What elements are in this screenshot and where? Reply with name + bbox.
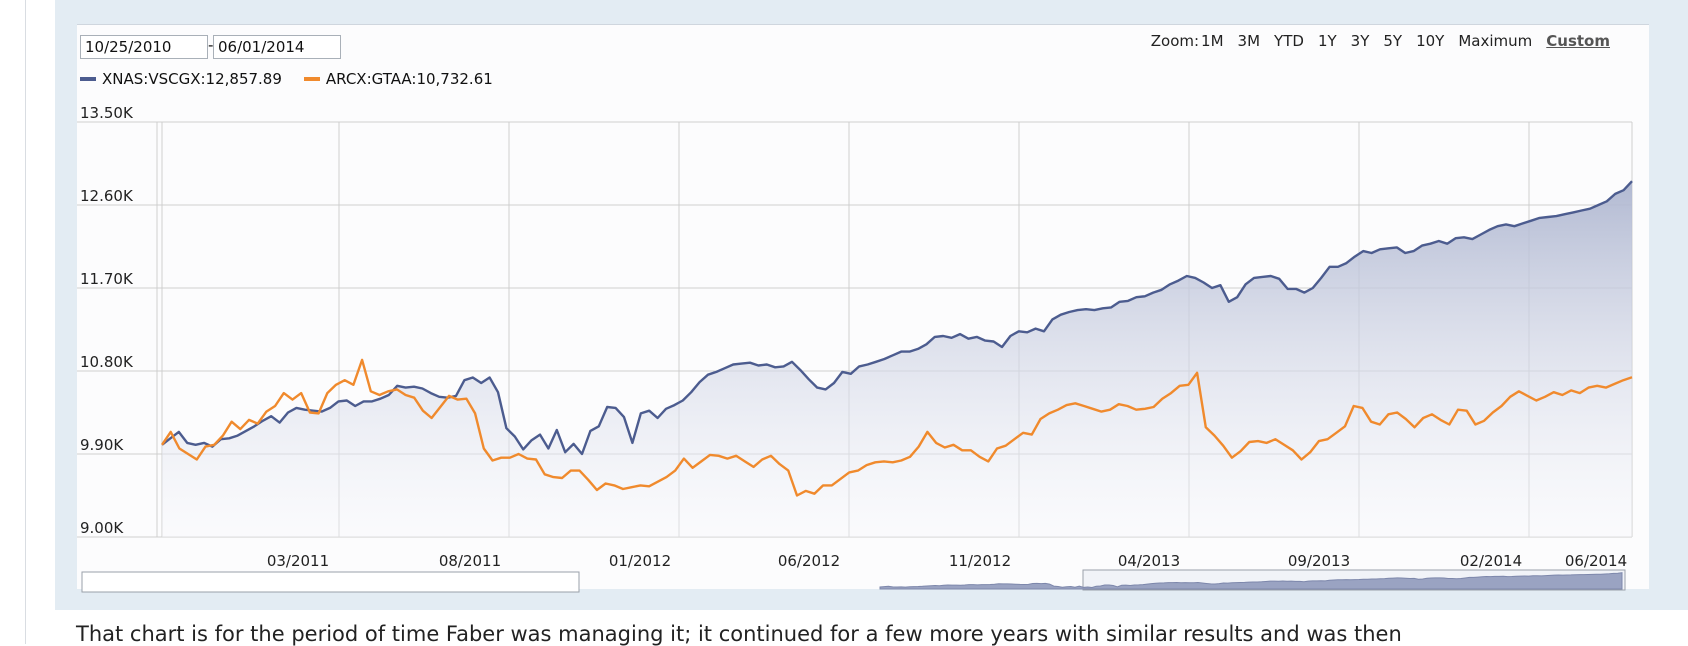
navigator-unselected-box[interactable] <box>81 571 580 593</box>
chart-legend: XNAS:VSCGX:12,857.89 ARCX:GTAA:10,732.61 <box>80 70 493 88</box>
series-line-1[interactable] <box>161 180 1633 456</box>
legend-swatch-vscgx <box>80 77 96 81</box>
y-tick-label: 13.50K <box>80 104 134 122</box>
x-tick-label: 03/2011 <box>267 552 329 570</box>
range-navigator[interactable] <box>81 569 1626 593</box>
x-tick-label: 02/2014 <box>1460 552 1522 570</box>
legend-item-vscgx[interactable]: XNAS:VSCGX:12,857.89 <box>80 70 282 88</box>
series-area-1 <box>162 181 1632 537</box>
x-tick-label: 06/2014 <box>1565 552 1627 570</box>
zoom-maximum-button[interactable]: Maximum <box>1458 32 1533 50</box>
y-tick-label: 11.70K <box>80 270 134 288</box>
y-tick-label: 12.60K <box>80 187 134 205</box>
area-layer <box>162 181 1632 537</box>
y-tick-label: 10.80K <box>80 353 134 371</box>
zoom-1y-button[interactable]: 1Y <box>1317 32 1337 50</box>
zoom-1m-button[interactable]: 1M <box>1201 32 1224 50</box>
zoom-custom-button[interactable]: Custom <box>1546 32 1610 50</box>
zoom-3y-button[interactable]: 3Y <box>1350 32 1370 50</box>
zoom-10y-button[interactable]: 10Y <box>1416 32 1445 50</box>
left-divider <box>25 0 26 644</box>
series-line-2[interactable] <box>161 358 1633 497</box>
x-tick-label: 04/2013 <box>1118 552 1180 570</box>
y-axis: 9.00K 9.90K 10.80K 11.70K 12.60K 13.50K <box>80 104 134 537</box>
y-tick-label: 9.00K <box>80 519 124 537</box>
zoom-bar: Zoom: 1M 3M YTD 1Y 3Y 5Y 10Y Maximum Cus… <box>1151 32 1610 50</box>
legend-swatch-gtaa <box>303 77 320 81</box>
x-axis: 03/2011 08/2011 01/2012 06/2012 11/2012 04/20… <box>267 552 1627 570</box>
legend-label-vscgx: XNAS:VSCGX:12,857.89 <box>102 70 282 88</box>
zoom-ytd-button[interactable]: YTD <box>1274 32 1304 50</box>
x-tick-label: 11/2012 <box>949 552 1011 570</box>
x-tick-label: 09/2013 <box>1288 552 1350 570</box>
start-date-input[interactable] <box>80 35 208 59</box>
zoom-3m-button[interactable]: 3M <box>1237 32 1261 50</box>
x-tick-label: 01/2012 <box>609 552 671 570</box>
navigator-series-preview <box>879 572 1623 590</box>
series-layer <box>161 180 1633 497</box>
y-tick-label: 9.90K <box>80 436 124 454</box>
article-caption: That chart is for the period of time Fab… <box>76 622 1402 646</box>
zoom-5y-button[interactable]: 5Y <box>1383 32 1403 50</box>
legend-item-gtaa[interactable]: ARCX:GTAA:10,732.61 <box>303 70 493 88</box>
legend-label-gtaa: ARCX:GTAA:10,732.61 <box>325 70 493 88</box>
zoom-label: Zoom: <box>1150 32 1200 50</box>
date-range-separator: - <box>208 36 214 54</box>
x-tick-label: 06/2012 <box>778 552 840 570</box>
end-date-input[interactable] <box>213 35 341 59</box>
x-tick-label: 08/2011 <box>439 552 501 570</box>
